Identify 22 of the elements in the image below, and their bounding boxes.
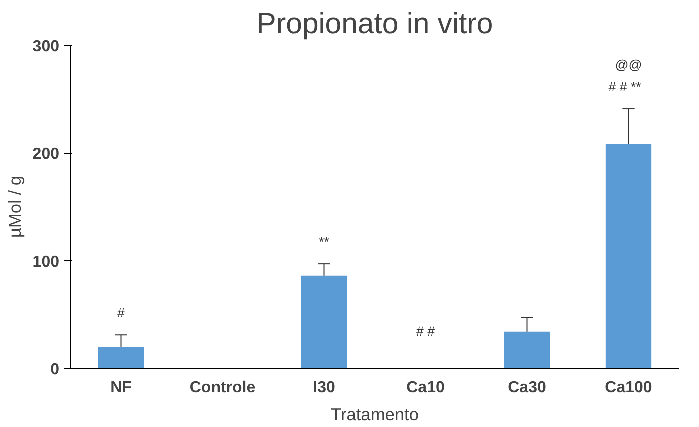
annotation: # # — [416, 324, 436, 339]
annotation: @@ — [615, 58, 642, 73]
x-tick-label: Ca10 — [406, 380, 445, 396]
bar — [98, 346, 144, 368]
y-tick-label: 0 — [50, 362, 60, 378]
x-tick-label: Ca100 — [605, 380, 652, 396]
bar — [606, 144, 652, 368]
x-tick-label: Ca30 — [508, 380, 546, 396]
bar — [301, 276, 348, 368]
annotation: ** — [319, 234, 330, 250]
annotation: # — [118, 306, 126, 321]
annotation: # # ** — [608, 80, 642, 95]
y-tick-label: 200 — [32, 146, 60, 164]
y-axis-title: µMol / g — [4, 176, 25, 238]
x-axis-title: Tratamento — [331, 404, 419, 424]
x-tick-label: NF — [110, 380, 132, 396]
x-tick-label: I30 — [313, 380, 336, 396]
x-tick-label: Controle — [190, 380, 256, 396]
bar — [504, 332, 550, 368]
y-tick-label: 100 — [32, 254, 60, 271]
y-tick-label: 300 — [32, 38, 60, 56]
chart-title: Propionato in vitro — [256, 8, 494, 40]
